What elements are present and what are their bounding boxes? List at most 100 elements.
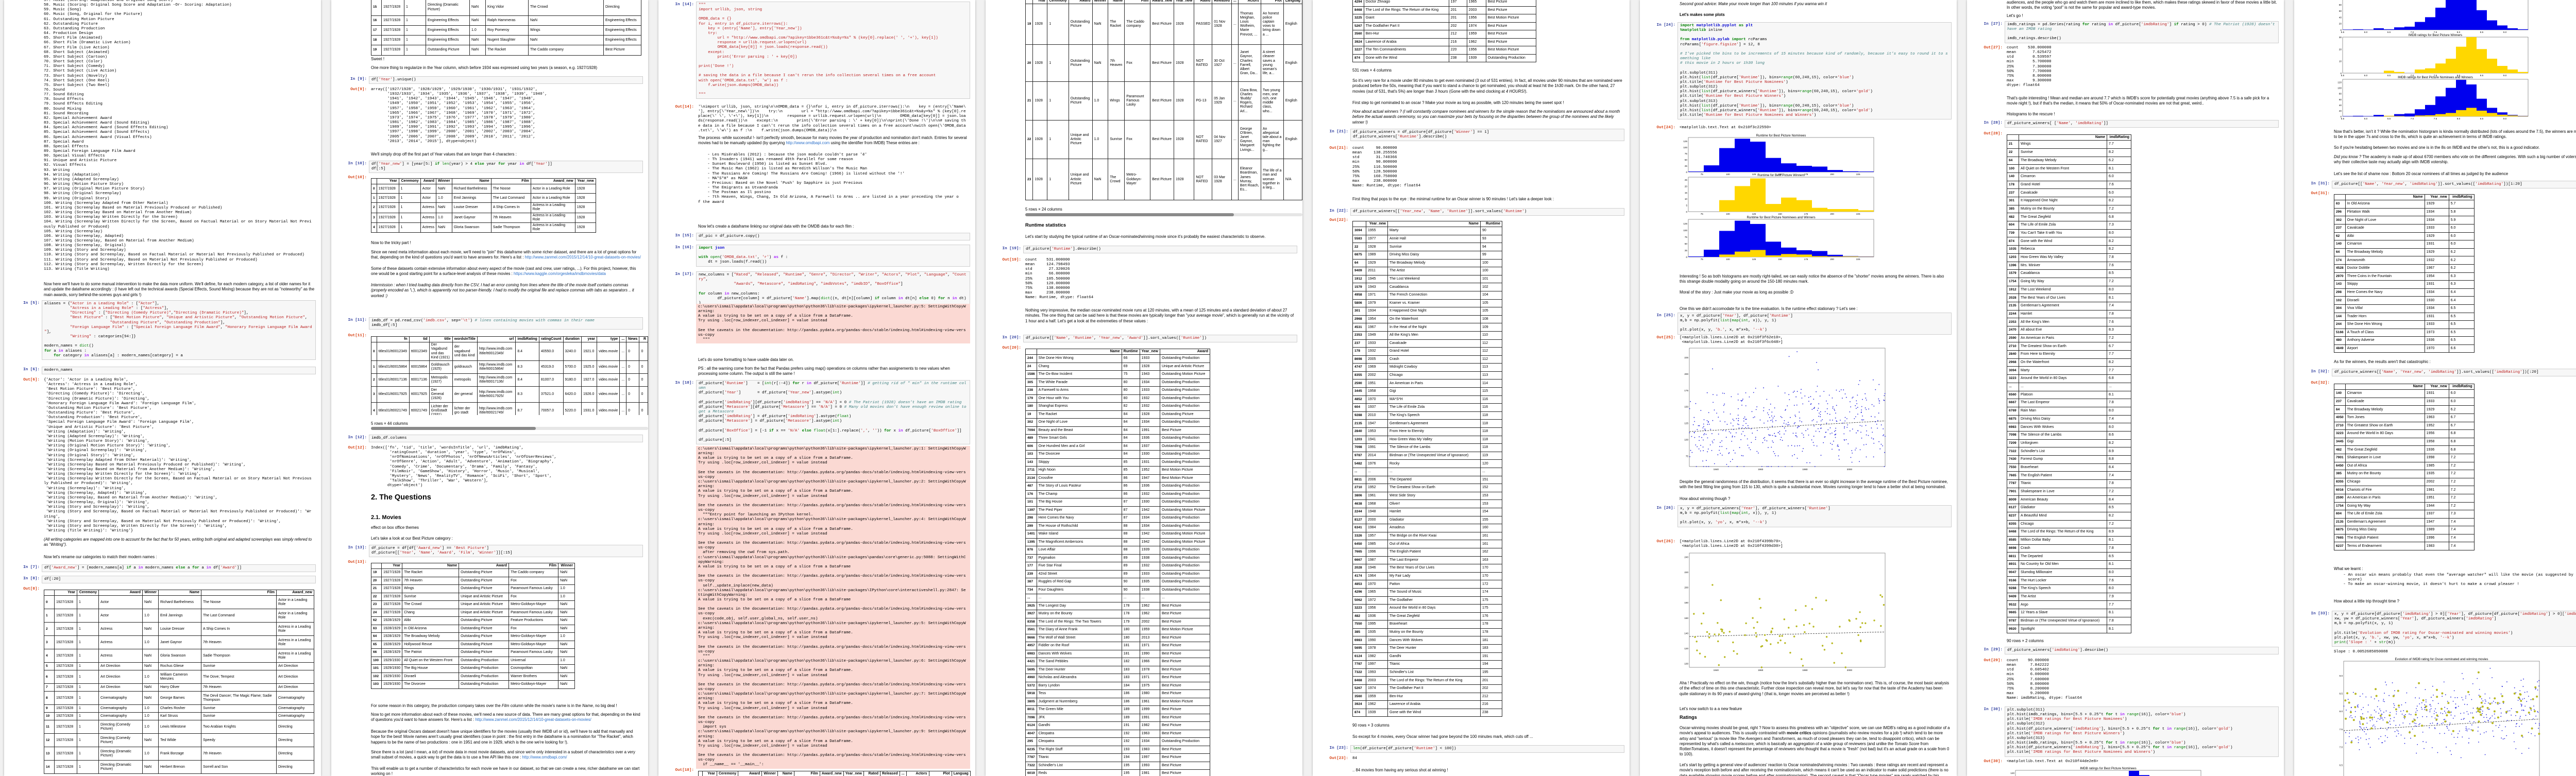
svg-text:6.5: 6.5 — [2387, 31, 2391, 33]
svg-text:125: 125 — [1752, 213, 1756, 215]
svg-text:15: 15 — [1685, 192, 1688, 194]
svg-text:0: 0 — [2340, 29, 2342, 31]
svg-text:6.0: 6.0 — [2364, 31, 2368, 33]
svg-text:200: 200 — [1684, 373, 1688, 375]
svg-text:100: 100 — [1726, 258, 1730, 261]
svg-text:150: 150 — [1684, 406, 1688, 408]
svg-text:125: 125 — [1683, 222, 1687, 225]
svg-text:0: 0 — [2340, 115, 2342, 118]
svg-text:175: 175 — [1804, 173, 1808, 176]
svg-text:1960: 1960 — [1758, 669, 1764, 671]
svg-text:150: 150 — [1778, 258, 1782, 261]
svg-text:1980: 1980 — [1802, 669, 1808, 671]
svg-text:75: 75 — [1701, 173, 1704, 176]
svg-text:80: 80 — [2339, 93, 2342, 95]
svg-text:20: 20 — [2339, 110, 2342, 112]
svg-text:200: 200 — [1830, 213, 1834, 215]
svg-text:6.5: 6.5 — [2387, 74, 2391, 77]
svg-text:6.5: 6.5 — [2340, 764, 2343, 766]
svg-text:Runtime for Best Picture Winne: Runtime for Best Picture Winners — [1757, 174, 1804, 177]
svg-text:125: 125 — [1683, 140, 1687, 143]
svg-text:7.0: 7.0 — [2411, 74, 2414, 77]
svg-text:8.5: 8.5 — [2480, 74, 2484, 77]
svg-text:8.0: 8.0 — [2340, 710, 2343, 713]
svg-text:9.0: 9.0 — [2503, 74, 2507, 77]
svg-text:50: 50 — [1685, 159, 1688, 161]
svg-text:100: 100 — [1683, 229, 1687, 232]
svg-text:200: 200 — [1684, 587, 1688, 589]
svg-text:8.5: 8.5 — [2340, 693, 2343, 695]
svg-text:IMDB ratings for Best Picture: IMDB ratings for Best Picture Nominees — [2080, 767, 2136, 770]
svg-text:25: 25 — [1685, 249, 1688, 252]
svg-text:6.5: 6.5 — [2387, 117, 2391, 120]
svg-text:175: 175 — [1684, 389, 1688, 392]
svg-text:120: 120 — [2010, 772, 2014, 774]
svg-text:5.5: 5.5 — [2341, 74, 2345, 77]
svg-text:100: 100 — [2337, 87, 2342, 90]
svg-text:Runtime for Best Picture Nomin: Runtime for Best Picture Nominees — [1756, 134, 1806, 137]
svg-text:5.5: 5.5 — [2341, 117, 2345, 120]
svg-text:125: 125 — [1684, 422, 1688, 425]
svg-text:120: 120 — [2337, 81, 2342, 84]
svg-text:9.0: 9.0 — [2503, 117, 2507, 120]
svg-text:240: 240 — [1684, 556, 1688, 558]
svg-text:20: 20 — [1685, 185, 1688, 187]
svg-text:IMDB ratings for Best Picture: IMDB ratings for Best Picture Nominees a… — [2398, 76, 2473, 79]
svg-text:25: 25 — [1685, 179, 1688, 181]
svg-text:225: 225 — [1684, 356, 1688, 359]
svg-text:20: 20 — [2339, 23, 2342, 25]
svg-text:0: 0 — [1686, 256, 1687, 258]
svg-text:8.5: 8.5 — [2480, 31, 2484, 33]
svg-text:9.0: 9.0 — [2503, 31, 2507, 33]
svg-text:125: 125 — [1752, 173, 1756, 176]
svg-text:175: 175 — [1804, 213, 1808, 215]
svg-text:125: 125 — [1752, 258, 1756, 261]
svg-text:7.0: 7.0 — [2340, 746, 2343, 749]
svg-text:80: 80 — [2339, 4, 2342, 6]
svg-text:140: 140 — [1684, 632, 1688, 634]
svg-text:7.0: 7.0 — [2411, 31, 2414, 33]
svg-text:60: 60 — [2339, 98, 2342, 101]
svg-text:8.0: 8.0 — [2457, 117, 2461, 120]
svg-text:1960: 1960 — [1758, 468, 1764, 470]
svg-text:1940: 1940 — [1714, 468, 1719, 470]
svg-text:225: 225 — [1856, 173, 1860, 176]
svg-text:IMDB ratings for Best Picture: IMDB ratings for Best Picture Winners — [2409, 33, 2462, 37]
svg-text:6.0: 6.0 — [2364, 117, 2368, 120]
svg-text:100: 100 — [1726, 173, 1730, 176]
svg-text:225: 225 — [1856, 258, 1860, 261]
svg-text:2000: 2000 — [1847, 468, 1853, 470]
svg-text:75: 75 — [1701, 258, 1704, 261]
svg-text:7.0: 7.0 — [2411, 117, 2414, 120]
svg-text:25: 25 — [1685, 165, 1688, 167]
svg-text:75: 75 — [1685, 152, 1688, 155]
svg-text:2000: 2000 — [1847, 669, 1853, 671]
svg-text:10: 10 — [1685, 198, 1688, 200]
svg-text:150: 150 — [1778, 173, 1782, 176]
svg-text:175: 175 — [1804, 258, 1808, 261]
svg-text:75: 75 — [1701, 213, 1704, 215]
svg-text:50: 50 — [1685, 243, 1688, 245]
svg-text:100: 100 — [1684, 439, 1688, 441]
svg-text:75: 75 — [1686, 455, 1689, 458]
svg-text:160: 160 — [1684, 617, 1688, 619]
svg-text:40: 40 — [2339, 16, 2342, 19]
svg-text:75: 75 — [1685, 236, 1688, 238]
svg-text:10: 10 — [2339, 60, 2342, 63]
svg-text:60: 60 — [2339, 10, 2342, 12]
svg-text:7.5: 7.5 — [2434, 31, 2437, 33]
svg-text:8.0: 8.0 — [2457, 74, 2461, 77]
svg-text:200: 200 — [1830, 173, 1834, 176]
svg-text:100: 100 — [1684, 663, 1688, 665]
svg-text:180: 180 — [1684, 601, 1688, 604]
svg-text:8.0: 8.0 — [2457, 31, 2461, 33]
svg-text:5.5: 5.5 — [2341, 31, 2345, 33]
svg-text:120: 120 — [1684, 647, 1688, 650]
svg-text:7.5: 7.5 — [2340, 728, 2343, 731]
svg-text:40: 40 — [2339, 104, 2342, 107]
svg-text:220: 220 — [1684, 571, 1688, 574]
svg-text:8.5: 8.5 — [2480, 117, 2484, 120]
svg-text:7.5: 7.5 — [2434, 74, 2437, 77]
svg-text:30: 30 — [2339, 36, 2342, 39]
svg-text:Runtime for Best Picture Nomin: Runtime for Best Picture Nominees and Wi… — [1747, 216, 1815, 219]
